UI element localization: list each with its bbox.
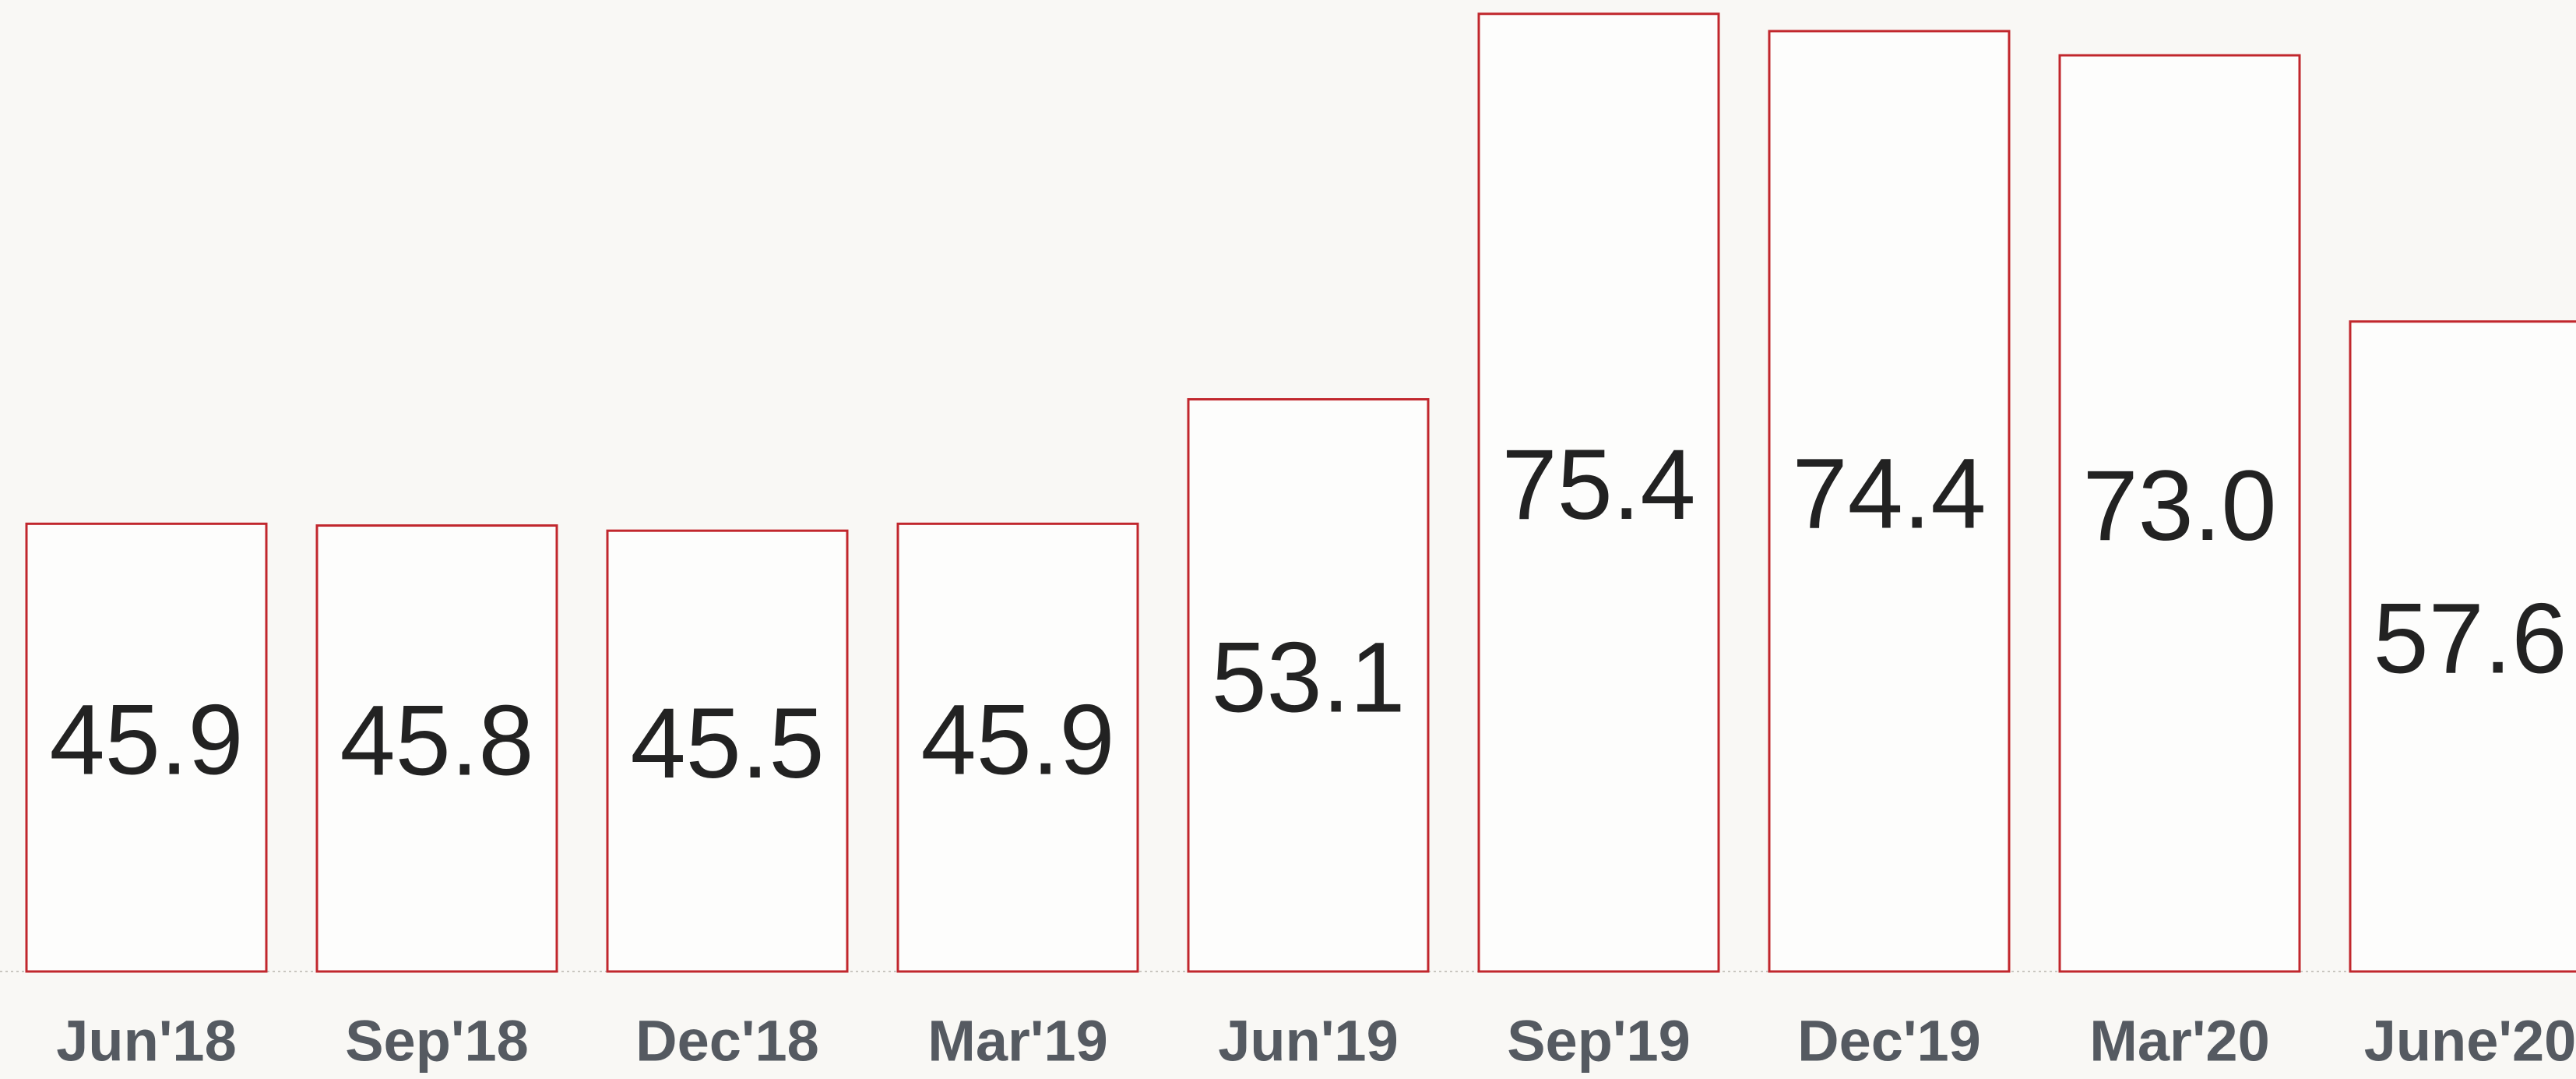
x-tick-label: Sep'18 xyxy=(345,1009,529,1074)
x-tick-label: Sep'19 xyxy=(1507,1009,1691,1074)
bar xyxy=(2349,320,2576,973)
x-tick-label: June'20 xyxy=(2364,1009,2576,1074)
bar xyxy=(2058,54,2301,973)
value-label: 45.9 xyxy=(920,684,1114,795)
x-tick-label: Jun'19 xyxy=(1218,1009,1398,1074)
bar xyxy=(896,522,1139,973)
x-tick-label: Mar'20 xyxy=(2089,1009,2270,1074)
bar xyxy=(1477,12,1720,973)
value-label: 53.1 xyxy=(1211,622,1405,734)
x-tick-label: Jun'18 xyxy=(56,1009,236,1074)
value-label: 45.9 xyxy=(49,684,243,795)
bar xyxy=(315,524,558,973)
bar xyxy=(25,522,268,973)
x-tick-label: Mar'19 xyxy=(927,1009,1108,1074)
x-tick-label: Dec'19 xyxy=(1797,1009,1981,1074)
value-label: 73.0 xyxy=(2082,450,2276,562)
value-label: 45.5 xyxy=(630,688,824,799)
x-tick-label: Dec'18 xyxy=(635,1009,819,1074)
bar xyxy=(606,529,849,973)
value-label: 45.8 xyxy=(340,686,533,797)
value-label: 74.4 xyxy=(1792,438,1986,549)
value-label: 75.4 xyxy=(1501,429,1695,541)
bar xyxy=(1187,398,1430,973)
bar xyxy=(1768,30,2011,973)
value-label: 57.6 xyxy=(2373,584,2567,695)
